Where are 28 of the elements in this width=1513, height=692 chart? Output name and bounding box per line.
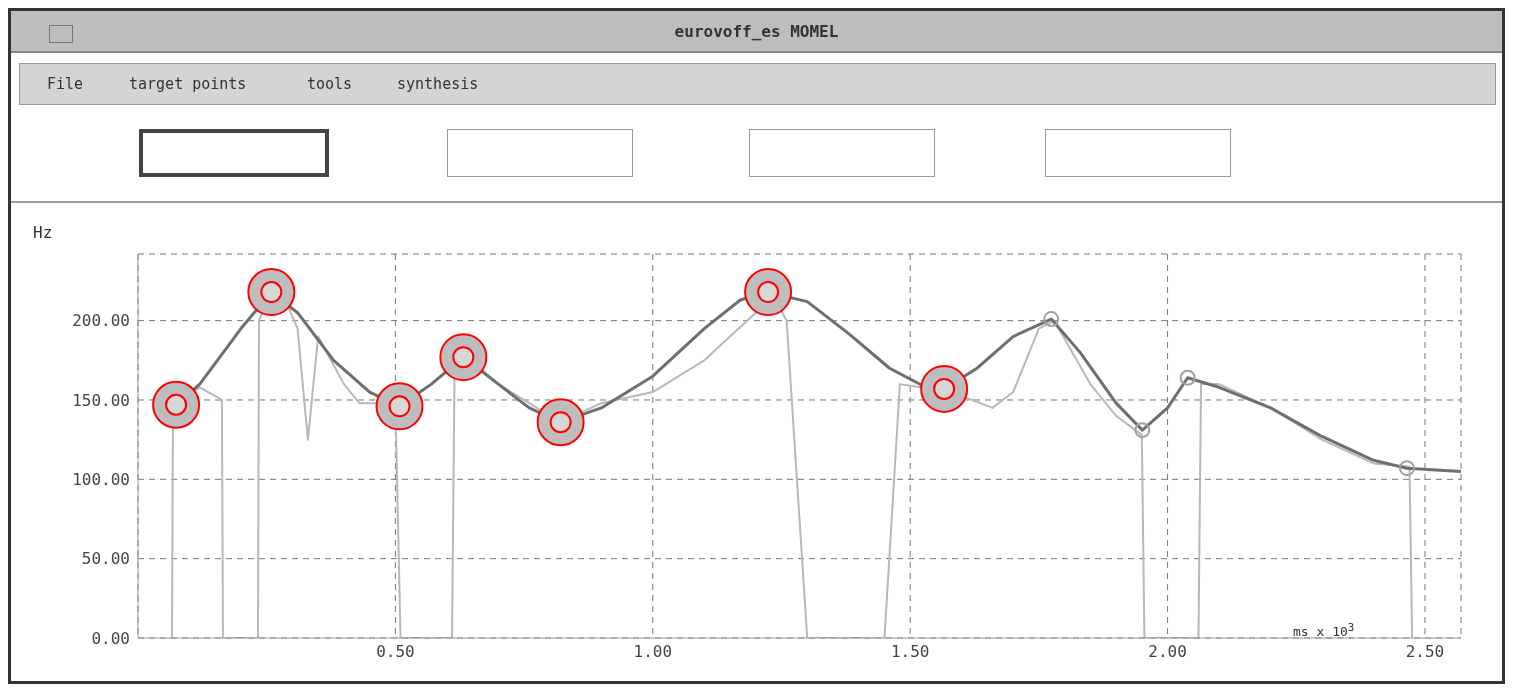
text: File — [47, 75, 84, 93]
text: synthesis — [397, 75, 479, 93]
point — [1179, 369, 1196, 386]
y-tick-label: 150.00 — [72, 390, 130, 410]
point — [920, 364, 969, 413]
chart-title: eurovoff_es MOMEL — [11, 11, 1502, 53]
y-tick-label: 50.00 — [81, 549, 130, 569]
point — [439, 333, 488, 382]
point — [375, 382, 424, 431]
y-tick-label: 0.00 — [91, 628, 130, 648]
point — [744, 268, 793, 317]
point — [1398, 460, 1415, 477]
x-tick-label: 2.50 — [1405, 642, 1445, 662]
x-tick-label: 1.00 — [633, 642, 673, 662]
x-axis-title: ms x 10$^{3}$ — [1293, 621, 1355, 640]
text: target points — [129, 75, 247, 93]
y-tick-label: 200.00 — [72, 311, 130, 331]
text: tools — [307, 75, 353, 93]
point — [1043, 311, 1060, 328]
y-tick-label: 100.00 — [72, 470, 130, 489]
x-tick-label: 1.50 — [890, 642, 930, 662]
y-axis-title: Hz — [33, 223, 53, 242]
point — [152, 380, 201, 429]
x-tick-label: 2.00 — [1148, 642, 1187, 662]
point — [536, 398, 585, 447]
point — [1134, 422, 1151, 439]
x-tick-label: 0.50 — [376, 642, 415, 662]
point — [247, 268, 296, 317]
